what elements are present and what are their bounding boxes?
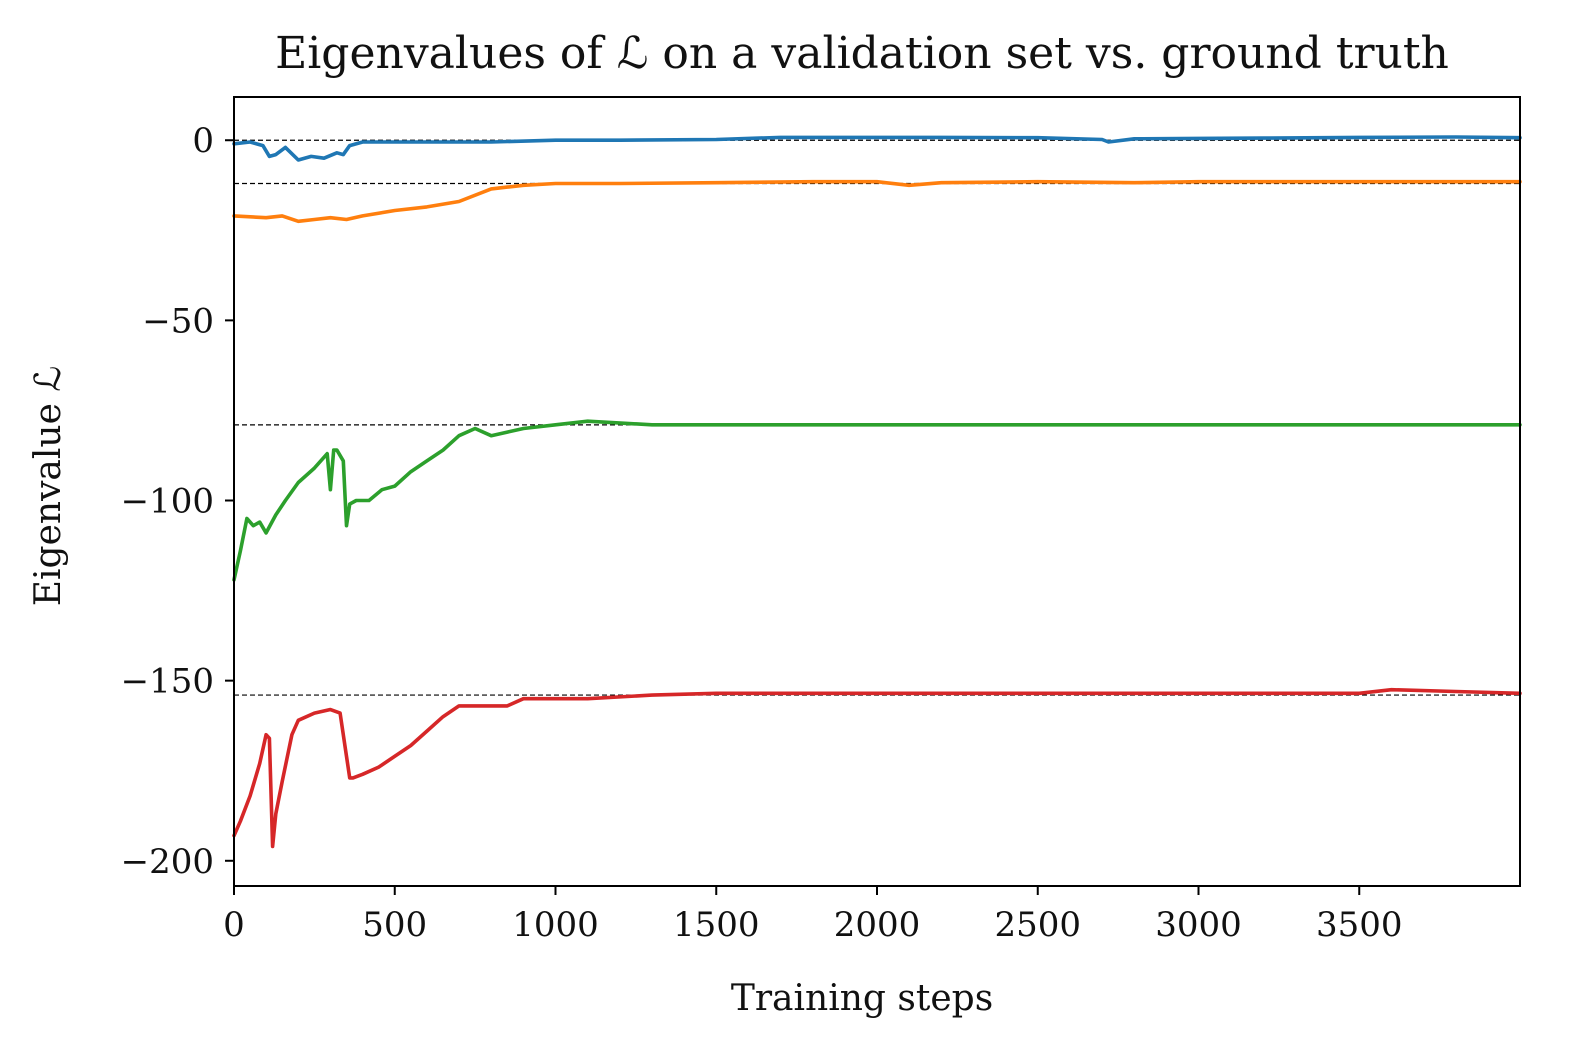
y-tick-label: 0 bbox=[192, 121, 214, 161]
x-tick-label: 3500 bbox=[1316, 905, 1403, 945]
plot-frame bbox=[233, 96, 1521, 887]
y-tick-label: −50 bbox=[142, 301, 214, 341]
series-line-2 bbox=[232, 419, 1522, 582]
plot-area bbox=[232, 135, 1522, 849]
x-tick-label: 3000 bbox=[1155, 905, 1242, 945]
x-axis-label: Training steps bbox=[731, 978, 993, 1019]
x-tick-label: 2000 bbox=[834, 905, 921, 945]
x-axis: 0 500 1000 1500 2000 2500 3000 3500 bbox=[223, 886, 1403, 945]
chart-title: Eigenvalues of ℒ on a validation set vs.… bbox=[275, 28, 1449, 79]
y-axis: 0 −50 −100 −150 −200 bbox=[121, 121, 234, 882]
x-tick-label: 500 bbox=[362, 905, 427, 945]
series-line-0 bbox=[232, 135, 1522, 162]
x-tick-label: 2500 bbox=[994, 905, 1081, 945]
y-tick-label: −100 bbox=[121, 482, 214, 522]
y-tick-label: −200 bbox=[121, 842, 214, 882]
x-tick-label: 0 bbox=[223, 905, 245, 945]
y-tick-label: −150 bbox=[121, 662, 214, 702]
x-tick-label: 1000 bbox=[512, 905, 599, 945]
series-line-1 bbox=[232, 179, 1522, 224]
y-axis-label: Eigenvalue ℒ bbox=[28, 366, 69, 607]
x-tick-label: 1500 bbox=[673, 905, 760, 945]
series-line-3 bbox=[232, 687, 1522, 849]
